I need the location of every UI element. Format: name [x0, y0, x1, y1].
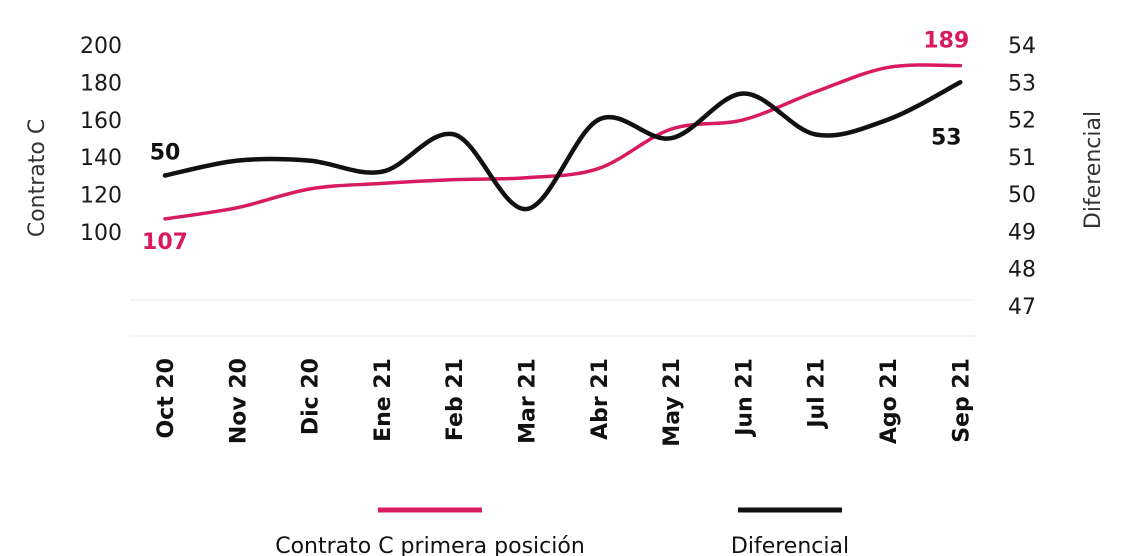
legend: Contrato C primera posición Diferencial: [275, 507, 849, 556]
category-label: Mar 21: [516, 358, 541, 444]
right-tick-label: 50: [1008, 183, 1036, 208]
data-label: 50: [150, 141, 181, 166]
left-axis-title: Contrato C: [25, 119, 50, 237]
category-label: Jul 21: [805, 358, 830, 430]
legend-label: Contrato C primera posición: [275, 534, 585, 556]
series-lines: [162, 63, 963, 221]
grid: [130, 299, 975, 337]
left-tick-label: 140: [80, 146, 122, 171]
left-tick-label: 100: [80, 221, 122, 246]
data-label: 189: [923, 29, 969, 54]
right-tick-label: 49: [1008, 220, 1036, 245]
series-line-diferencial: [162, 80, 963, 212]
category-label: Feb 21: [443, 358, 468, 441]
category-label: Jun 21: [732, 358, 757, 438]
data-label: 53: [931, 125, 962, 150]
data-label: 107: [142, 230, 188, 255]
category-label: Abr 21: [588, 358, 613, 440]
x-axis: Oct 20 Nov 20 Dic 20 Ene 21 Feb 21 Mar 21 Abr …: [154, 358, 974, 447]
right-tick-label: 48: [1008, 258, 1036, 283]
right-axis-title: Diferencial: [1081, 111, 1106, 229]
category-label: Sep 21: [949, 358, 974, 443]
left-axis: 200 180 160 140 120 100: [80, 34, 122, 246]
right-tick-label: 54: [1008, 34, 1036, 59]
category-label: May 21: [660, 358, 685, 447]
category-label: Dic 20: [299, 358, 324, 435]
left-tick-label: 120: [80, 184, 122, 209]
data-labels: 50 107 189 53: [142, 29, 969, 255]
category-label: Ago 21: [877, 358, 902, 444]
right-tick-label: 53: [1008, 71, 1036, 96]
right-tick-label: 47: [1008, 295, 1036, 320]
category-label: Nov 20: [226, 358, 251, 444]
category-label: Oct 20: [154, 358, 179, 439]
legend-label: Diferencial: [731, 534, 849, 556]
left-tick-label: 180: [80, 71, 122, 96]
category-label: Ene 21: [371, 358, 396, 442]
left-tick-label: 160: [80, 109, 122, 134]
right-tick-label: 52: [1008, 109, 1036, 134]
left-tick-label: 200: [80, 34, 122, 59]
right-tick-label: 51: [1008, 146, 1036, 171]
series-line-contrato: [163, 63, 963, 221]
right-axis: 54 53 52 51 50 49 48 47: [1008, 34, 1036, 320]
